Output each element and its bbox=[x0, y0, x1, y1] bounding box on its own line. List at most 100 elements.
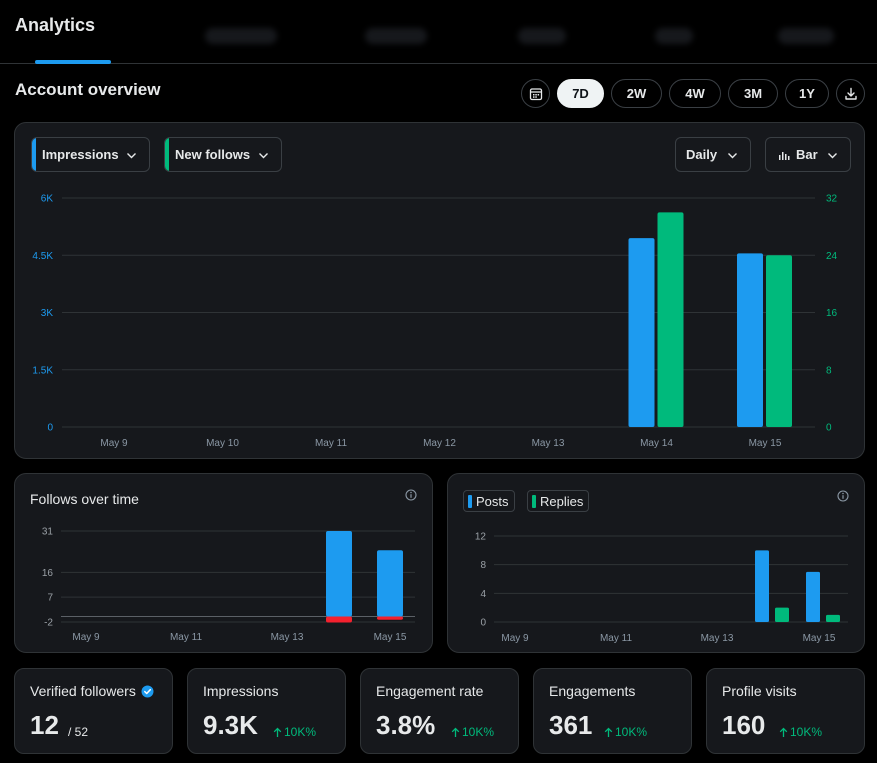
stat-delta: 10K% bbox=[779, 725, 822, 739]
tab-blurred-5[interactable] bbox=[778, 28, 834, 44]
arrow-up-icon bbox=[451, 727, 460, 737]
x-tick-label: May 13 bbox=[701, 633, 734, 644]
stat-verified-followers[interactable]: Verified followers 12 / 52 bbox=[14, 668, 173, 754]
follows-bar-chart: -2 7 16 31 May 9 May 11 May 13 May 15 bbox=[42, 527, 415, 643]
y-tick-left: 3K bbox=[41, 308, 54, 319]
unfollows-bar bbox=[377, 616, 403, 620]
primary-metric-label: Impressions bbox=[42, 147, 119, 162]
replies-bar bbox=[775, 607, 789, 622]
x-tick-label: May 11 bbox=[600, 633, 632, 644]
tab-blurred-3[interactable] bbox=[518, 28, 566, 44]
y-tick: 4 bbox=[480, 589, 486, 600]
impressions-bar bbox=[628, 238, 655, 427]
page-title: Analytics bbox=[15, 15, 96, 35]
interval-label: Daily bbox=[686, 147, 718, 162]
y-tick-left: 6K bbox=[41, 194, 54, 205]
posts-swatch bbox=[468, 494, 472, 508]
unfollows-bar bbox=[326, 616, 352, 623]
info-icon[interactable] bbox=[837, 490, 849, 502]
y-tick: 31 bbox=[42, 527, 54, 538]
chevron-down-icon bbox=[828, 153, 837, 159]
verified-badge-icon bbox=[141, 685, 154, 697]
chevron-down-icon bbox=[728, 153, 737, 159]
y-tick-left: 1.5K bbox=[32, 365, 53, 376]
x-tick-label: May 9 bbox=[72, 632, 100, 643]
arrow-up-icon bbox=[779, 727, 788, 737]
bar-chart-icon bbox=[779, 151, 790, 160]
y-tick-right: 16 bbox=[826, 308, 838, 319]
stat-delta: 10K% bbox=[604, 725, 647, 739]
date-picker-button[interactable] bbox=[521, 79, 550, 108]
range-7d-button[interactable]: 7D bbox=[557, 79, 604, 108]
posts-bar bbox=[755, 550, 769, 622]
tab-blurred-2[interactable] bbox=[365, 28, 427, 44]
calendar-icon bbox=[529, 87, 542, 100]
y-tick: 8 bbox=[480, 560, 486, 571]
y-tick-right: 0 bbox=[826, 423, 832, 434]
tab-blurred-4[interactable] bbox=[655, 28, 693, 44]
stat-engagements[interactable]: Engagements 361 10K% bbox=[533, 668, 692, 754]
stat-delta: 10K% bbox=[273, 725, 316, 739]
replies-swatch bbox=[532, 494, 536, 508]
y-tick: 7 bbox=[47, 593, 53, 604]
secondary-metric-select[interactable]: New follows bbox=[164, 137, 282, 172]
stat-value: 3.8% bbox=[376, 710, 436, 740]
stat-label: Engagement rate bbox=[376, 683, 484, 699]
stat-impressions[interactable]: Impressions 9.3K 10K% bbox=[187, 668, 346, 754]
chart-type-select[interactable]: Bar bbox=[765, 137, 851, 172]
stat-label: Profile visits bbox=[722, 683, 797, 699]
legend-posts-label: Posts bbox=[476, 493, 509, 509]
impressions-bar bbox=[737, 253, 763, 427]
download-button[interactable] bbox=[836, 79, 865, 108]
range-4w-button[interactable]: 4W bbox=[669, 79, 721, 108]
section-title: Account overview bbox=[15, 80, 161, 99]
follows-bar bbox=[326, 531, 352, 617]
x-tick-label: May 15 bbox=[374, 632, 407, 643]
posts-replies-bar-chart: 0 4 8 12 May 9 May 11 May 13 May 15 bbox=[475, 532, 848, 644]
y-tick: 12 bbox=[475, 532, 487, 543]
y-tick-right: 24 bbox=[826, 251, 838, 262]
stat-profile-visits[interactable]: Profile visits 160 10K% bbox=[706, 668, 865, 754]
top-bar: Analytics bbox=[0, 0, 877, 64]
chevron-down-icon bbox=[259, 153, 268, 159]
follows-over-time-card: Follows over time -2 7 16 31 May 9 May 11 May … bbox=[14, 473, 433, 653]
y-tick-left: 0 bbox=[47, 423, 53, 434]
stat-engagement-rate[interactable]: Engagement rate 3.8% 10K% bbox=[360, 668, 519, 754]
x-tick-label: May 14 bbox=[640, 438, 673, 449]
legend-replies[interactable]: Replies bbox=[527, 490, 590, 512]
x-tick-label: May 9 bbox=[501, 633, 529, 644]
x-tick-label: May 11 bbox=[315, 438, 347, 449]
posts-bar bbox=[806, 571, 820, 622]
download-icon bbox=[844, 87, 857, 100]
follows-bar bbox=[377, 550, 403, 617]
stat-label: Engagements bbox=[549, 683, 636, 699]
legend-posts[interactable]: Posts bbox=[463, 490, 515, 512]
x-tick-label: May 13 bbox=[532, 438, 565, 449]
stat-value: 160 bbox=[722, 710, 766, 740]
y-tick-left: 4.5K bbox=[32, 251, 53, 262]
legend-replies-label: Replies bbox=[540, 493, 584, 509]
y-tick-right: 8 bbox=[826, 365, 832, 376]
y-tick-right: 32 bbox=[826, 194, 838, 205]
x-tick-label: May 10 bbox=[206, 438, 239, 449]
stat-value: 9.3K bbox=[203, 710, 258, 740]
x-tick-label: May 15 bbox=[749, 438, 782, 449]
range-3m-button[interactable]: 3M bbox=[728, 79, 778, 108]
y-tick: -2 bbox=[44, 618, 53, 629]
tab-blurred-1[interactable] bbox=[205, 28, 277, 44]
y-tick: 0 bbox=[480, 618, 486, 629]
info-icon[interactable] bbox=[405, 489, 417, 501]
new-follows-bar bbox=[657, 212, 684, 427]
chart-type-label: Bar bbox=[796, 147, 818, 162]
range-2w-button[interactable]: 2W bbox=[611, 79, 662, 108]
primary-metric-color bbox=[32, 138, 36, 171]
posts-replies-card: Posts Replies 0 4 8 12 May 9 May 11 May 13 May … bbox=[447, 473, 865, 653]
x-tick-label: May 13 bbox=[271, 632, 304, 643]
stat-label: Impressions bbox=[203, 683, 279, 699]
stat-label: Verified followers bbox=[30, 683, 154, 699]
range-1y-button[interactable]: 1Y bbox=[785, 79, 829, 108]
stat-delta: 10K% bbox=[451, 725, 494, 739]
stat-sub: / 52 bbox=[68, 725, 89, 739]
interval-select[interactable]: Daily bbox=[675, 137, 751, 172]
primary-metric-select[interactable]: Impressions bbox=[31, 137, 150, 172]
